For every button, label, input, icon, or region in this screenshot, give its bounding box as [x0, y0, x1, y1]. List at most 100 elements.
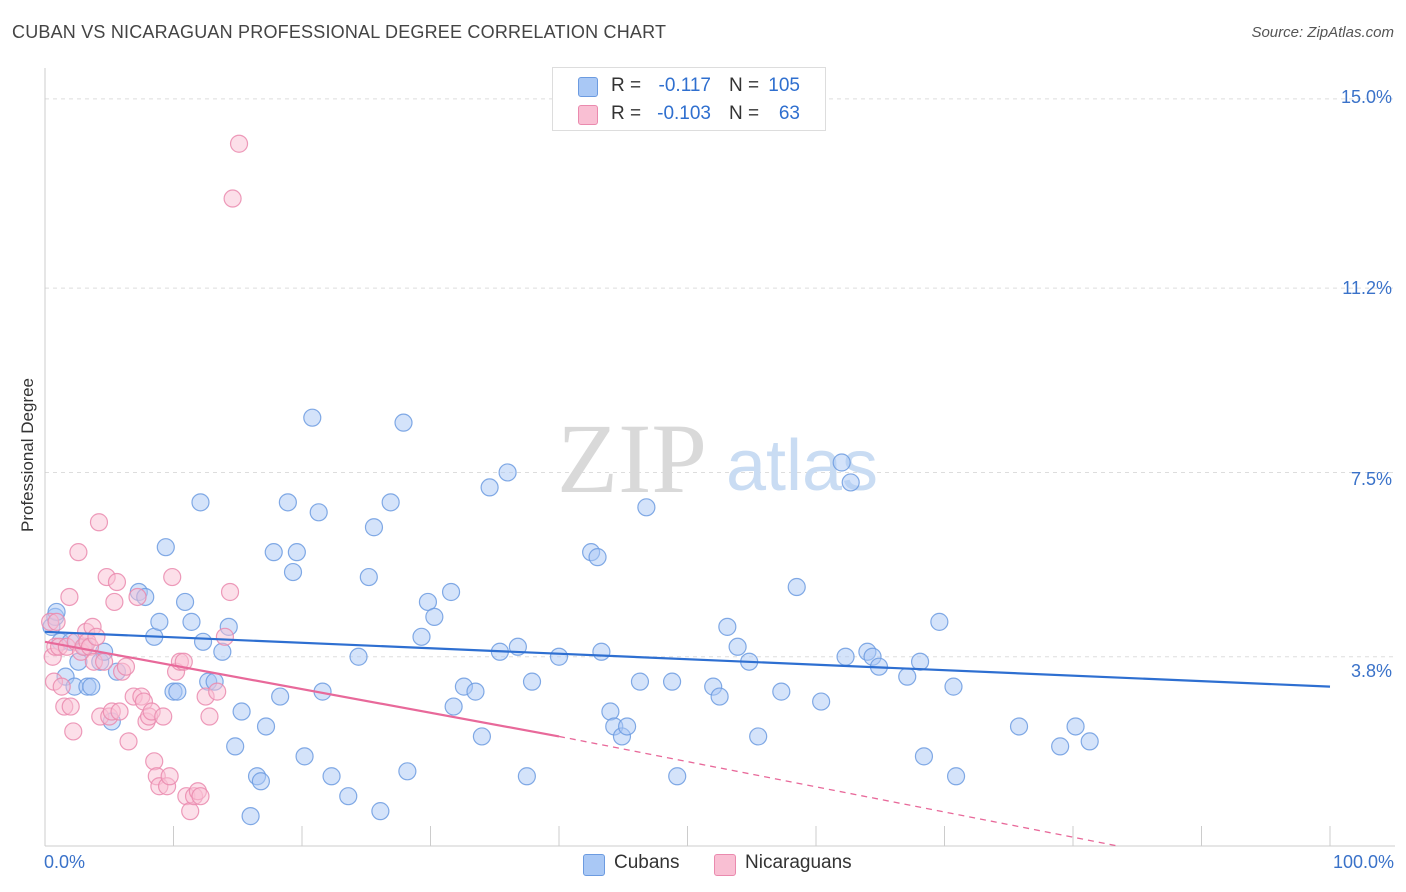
n-value: 63	[778, 103, 800, 124]
cuban-point	[1051, 737, 1070, 756]
n-value: 105	[768, 75, 800, 96]
stats-row-cubans: R = -0.117 N = 105	[553, 72, 825, 100]
cuban-point	[82, 677, 101, 696]
nicaraguan-point	[64, 722, 83, 741]
cuban-point	[349, 647, 368, 666]
cuban-point	[193, 632, 213, 651]
nicaraguan-point	[200, 707, 219, 726]
cuban-point	[175, 592, 195, 612]
cuban-point	[364, 518, 384, 537]
cuban-point	[251, 772, 270, 791]
cuban-point	[812, 692, 831, 711]
cuban-point	[226, 737, 245, 756]
cuban-point	[264, 543, 283, 562]
cuban-point	[168, 682, 187, 701]
legend-label: Nicaraguans	[745, 852, 852, 873]
nicaraguan-point	[191, 787, 210, 806]
stats-row-nicaraguans: R = -0.103 N = 63	[553, 100, 825, 128]
cuban-point	[191, 493, 210, 512]
nicaraguan-point	[69, 543, 88, 562]
nicaraguan-point	[116, 657, 136, 676]
r-label: R =	[611, 75, 642, 96]
cuban-point	[394, 413, 413, 432]
cuban-point	[287, 543, 306, 562]
r-value: -0.117	[658, 75, 711, 96]
nicaraguan-point	[128, 587, 147, 607]
cuban-point	[398, 762, 417, 781]
cubans-points	[42, 408, 1099, 826]
grid-lines	[45, 98, 1395, 658]
cuban-point	[271, 687, 290, 706]
nicaraguan-point	[181, 802, 200, 821]
cuban-point	[930, 612, 949, 631]
cuban-point	[425, 607, 444, 626]
cuban-point	[668, 767, 687, 786]
nicaraguan-point	[119, 732, 138, 751]
y-tick-11-2: 11.2%	[1342, 278, 1392, 298]
cuban-point	[749, 727, 768, 746]
nicaraguan-point	[208, 682, 227, 701]
cuban-point	[787, 577, 806, 597]
cuban-point	[772, 682, 791, 701]
cuban-point	[150, 612, 169, 631]
cuban-point	[549, 647, 569, 666]
series-legend: Cubans Nicaraguans	[0, 852, 1406, 878]
cuban-point	[832, 453, 851, 472]
cuban-point	[371, 802, 390, 821]
cuban-point	[601, 702, 620, 721]
nicaraguan-point	[89, 513, 109, 532]
cuban-point	[630, 672, 650, 691]
cubans-trend-line	[44, 630, 1331, 688]
cuban-point	[914, 747, 934, 766]
cuban-point	[710, 687, 729, 706]
cuban-point	[522, 672, 542, 691]
cuban-point	[618, 717, 637, 736]
y-tick-7-5: 7.5%	[1350, 469, 1392, 489]
cuban-point	[841, 473, 860, 492]
cuban-point	[322, 767, 341, 786]
cuban-point	[588, 548, 607, 567]
r-label: R =	[611, 103, 642, 124]
nicaraguans-swatch	[578, 105, 598, 125]
cuban-point	[182, 612, 201, 631]
cuban-point	[295, 747, 314, 766]
cuban-point	[309, 503, 328, 522]
stats-legend: R = -0.117 N = 105 R = -0.103 N = 63	[552, 67, 826, 131]
cuban-point	[339, 787, 358, 806]
cuban-point	[466, 682, 485, 701]
cuban-point	[444, 697, 463, 716]
cuban-point	[480, 478, 499, 497]
cuban-point	[728, 637, 747, 656]
cuban-point	[836, 647, 855, 666]
x-tick-min: 0.0%	[44, 852, 86, 872]
nicaraguan-point	[215, 627, 234, 646]
cubans-swatch	[578, 77, 598, 97]
n-label: N =	[729, 75, 760, 96]
nicaraguan-point	[105, 592, 124, 612]
cuban-point	[637, 498, 656, 517]
n-label: N =	[729, 103, 760, 124]
nicaraguan-point	[154, 707, 173, 726]
cuban-point	[441, 582, 461, 602]
nicaraguans-points	[41, 134, 249, 821]
nicaraguan-point	[220, 582, 240, 602]
watermark-atlas: atlas	[726, 426, 878, 506]
trend-lines	[44, 630, 1331, 847]
nicaraguan-point	[223, 189, 242, 208]
nicaraguan-point	[145, 752, 164, 771]
cuban-point	[278, 493, 297, 512]
cuban-point	[718, 617, 737, 636]
cuban-point	[910, 652, 930, 671]
nicaraguans-trend-line	[44, 640, 560, 738]
cuban-point	[946, 767, 966, 786]
watermark-zip: ZIP	[557, 403, 707, 514]
cuban-point	[1009, 717, 1029, 736]
nicaraguans-legend-swatch	[714, 854, 736, 876]
nicaraguans-trend-extension	[558, 735, 1119, 847]
chart-title: CUBAN VS NICARAGUAN PROFESSIONAL DEGREE …	[12, 22, 667, 42]
cuban-point	[472, 727, 491, 746]
cuban-point	[303, 408, 322, 427]
y-tick-15: 15.0%	[1340, 87, 1392, 107]
source-credit: Source: ZipAtlas.com	[1251, 24, 1394, 41]
